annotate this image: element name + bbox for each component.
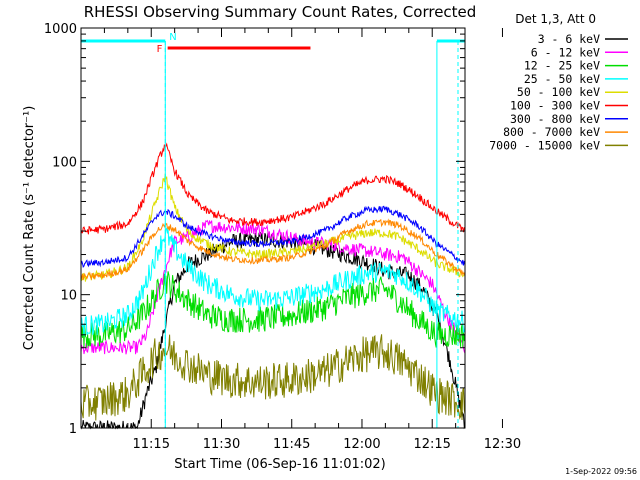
legend-label-2: 6 - 12 keV — [531, 45, 600, 59]
plot-frame — [80, 27, 466, 429]
series-line-6 — [80, 142, 466, 235]
footer-timestamp: 1-Sep-2022 09:56 — [565, 467, 637, 476]
series-line-7 — [80, 205, 466, 268]
series-line-8 — [80, 218, 466, 281]
y-axis-label: Corrected Count Rate (s⁻¹ detector⁻¹) — [22, 106, 37, 351]
chart-title: RHESSI Observing Summary Count Rates, Co… — [84, 3, 477, 21]
x-tick-label: 12:15 — [413, 437, 450, 452]
x-tick-label: 12:30 — [484, 437, 521, 452]
y-tick-label: 100 — [52, 155, 77, 170]
series-line-4 — [80, 227, 466, 337]
series-line-3 — [80, 271, 466, 349]
y-tick-label: 10 — [60, 289, 77, 304]
legend-label-3: 12 - 25 keV — [524, 59, 600, 73]
legend-label-6: 100 - 300 keV — [510, 99, 600, 113]
legend-label-1: 3 - 6 keV — [538, 32, 600, 46]
legend-header: Det 1,3, Att 0 — [515, 12, 596, 26]
x-axis-label: Start Time (06-Sep-16 11:01:02) — [174, 457, 385, 472]
series-line-2 — [80, 219, 466, 355]
x-tick-label: 11:45 — [273, 437, 310, 452]
legend-label-4: 25 - 50 keV — [524, 72, 600, 86]
series-line-9 — [80, 334, 466, 421]
x-tick-label: 12:00 — [343, 437, 380, 452]
night-flag-label: N — [169, 32, 176, 43]
x-tick-label: 11:15 — [133, 437, 170, 452]
x-axis: 11:15 11:30 11:45 12:00 12:15 12:30 — [103, 28, 521, 452]
legend-label-7: 300 - 800 keV — [510, 112, 600, 126]
series-line-5 — [80, 173, 466, 282]
y-axis: 1 10 100 1000 — [44, 22, 465, 437]
y-tick-label: 1 — [69, 422, 77, 437]
legend-label-5: 50 - 100 keV — [517, 85, 600, 99]
legend-label-9: 7000 - 15000 keV — [489, 138, 600, 152]
x-tick-label: 11:30 — [203, 437, 240, 452]
legend-label-8: 800 - 7000 keV — [503, 125, 600, 139]
y-tick-label: 1000 — [44, 22, 77, 37]
flare-flag-label: F — [157, 44, 163, 55]
